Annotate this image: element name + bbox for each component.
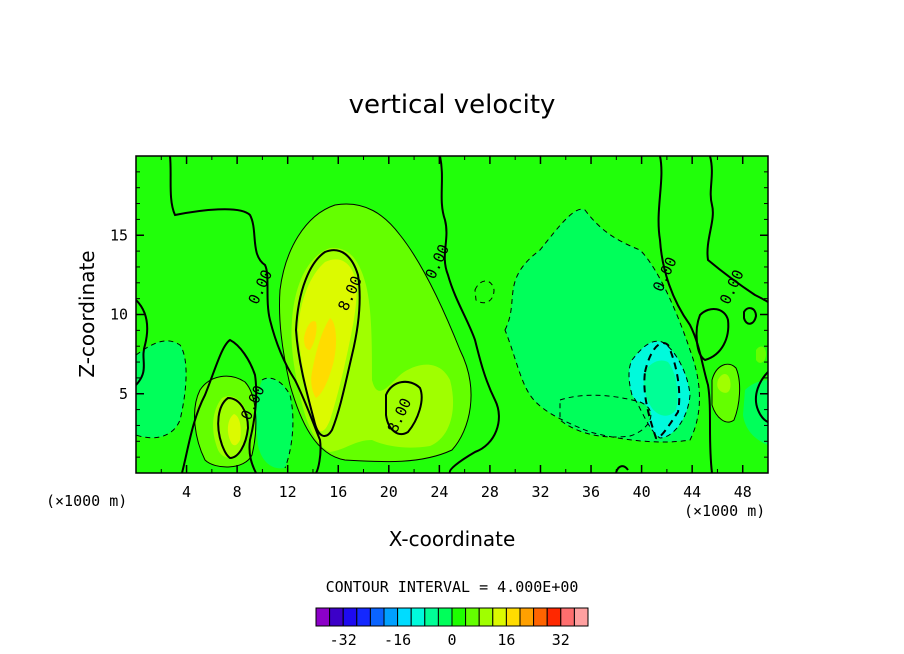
colorbar-swatch — [478, 607, 494, 627]
colorbar-swatch — [465, 607, 480, 627]
zero-contour-far-left — [136, 299, 149, 386]
colorbar-swatch — [492, 607, 507, 627]
positive-contour-thin-right — [711, 363, 741, 423]
x-tick-label: 40 — [633, 483, 651, 501]
x-tick-label: 12 — [279, 483, 297, 501]
negative-contour-bottom-right — [559, 394, 652, 438]
x-tick-label: 32 — [531, 483, 549, 501]
x-tick-label: 8 — [233, 483, 242, 501]
x-axis-label: X-coordinate — [389, 527, 516, 551]
zero-contour-far-right — [706, 156, 768, 303]
colorbar-swatch — [546, 607, 562, 627]
x-axis-ticks: 4 8 12 16 20 24 28 32 36 40 44 48 — [160, 156, 752, 501]
y-tick-label: 15 — [110, 226, 128, 244]
colorbar-swatch — [397, 607, 412, 627]
contour-lines — [136, 156, 768, 473]
zero-contour-left-plume — [181, 338, 258, 473]
negative-region-left-narrow — [256, 378, 293, 469]
colorbar-swatch — [329, 607, 344, 627]
colorbar — [315, 607, 589, 627]
x-tick-label: 48 — [734, 483, 752, 501]
colorbar-tick-labels: -32 -16 0 16 32 — [330, 631, 570, 649]
zero-contour-right-lower — [754, 371, 768, 423]
positive-plume-lower-right — [386, 381, 422, 435]
y-axis-ticks: 5 10 15 — [110, 171, 768, 458]
colorbar-tick-label: 32 — [552, 631, 570, 649]
negative-contour-right — [628, 340, 691, 439]
positive-contour-thin-central — [279, 203, 472, 463]
colorbar-swatch — [315, 607, 331, 627]
colorbar-swatch — [410, 607, 426, 627]
positive-plume-central-core-small — [304, 320, 317, 350]
colorbar-swatch — [451, 607, 467, 627]
zero-contour-right-small — [743, 307, 758, 325]
contour-interval-text: CONTOUR INTERVAL = 4.000E+00 — [326, 578, 579, 596]
colorbar-swatch — [533, 607, 548, 627]
negative-contour-small-blob — [474, 280, 495, 304]
chart-title: vertical velocity — [349, 90, 556, 120]
colorbar-swatch — [437, 607, 453, 627]
negative-region-left — [136, 340, 187, 438]
colorbar-swatch — [342, 607, 358, 627]
x-tick-label: 28 — [481, 483, 499, 501]
positive-blob-far-right — [756, 346, 766, 363]
negative-region-small — [643, 360, 678, 416]
negative-region-bottom-right — [560, 395, 651, 438]
negative-region-far-right — [743, 380, 768, 445]
x-tick-label: 44 — [683, 483, 701, 501]
positive-plume-left-core — [227, 414, 241, 446]
positive-contour-central — [294, 249, 361, 437]
x-unit-right: (×1000 m) — [684, 502, 765, 520]
positive-blob-right-inner — [717, 374, 731, 393]
positive-contour-lower-right — [385, 380, 423, 435]
x-tick-label: 24 — [430, 483, 448, 501]
colorbar-swatch — [519, 607, 535, 627]
colorbar-swatch — [560, 607, 575, 627]
negative-contour-left — [136, 340, 187, 439]
colorbar-tick-label: -32 — [330, 631, 357, 649]
negative-contour-right-thick — [643, 342, 681, 440]
colorbar-swatch — [573, 607, 589, 627]
y-axis-label: Z-coordinate — [75, 250, 99, 377]
positive-plume-central-core — [311, 318, 337, 398]
positive-contour-thin-left — [194, 375, 257, 468]
negative-contour-large — [504, 208, 700, 443]
zero-contour-left — [169, 156, 322, 473]
negative-contour-left-narrow — [261, 377, 294, 469]
y-tick-label: 5 — [119, 385, 128, 403]
colorbar-tick-label: 0 — [447, 631, 456, 649]
contour-field — [136, 156, 768, 473]
colorbar-swatch — [369, 607, 385, 627]
x-tick-label: 4 — [182, 483, 191, 501]
x-tick-label: 36 — [582, 483, 600, 501]
y-tick-label: 10 — [110, 306, 128, 324]
colorbar-swatch — [356, 607, 371, 627]
colorbar-swatch — [424, 607, 439, 627]
positive-contour-left-plume — [217, 396, 250, 460]
x-tick-label: 16 — [329, 483, 347, 501]
zero-contour-right-blob — [695, 308, 730, 362]
zero-contour-right — [657, 156, 713, 473]
colorbar-swatch — [383, 607, 399, 627]
zero-contour-central — [439, 156, 500, 473]
colorbar-tick-label: -16 — [384, 631, 411, 649]
colorbar-tick-label: 16 — [497, 631, 515, 649]
colorbar-swatch — [505, 607, 521, 627]
x-tick-label: 20 — [380, 483, 398, 501]
x-unit-left: (×1000 m) — [46, 492, 127, 510]
